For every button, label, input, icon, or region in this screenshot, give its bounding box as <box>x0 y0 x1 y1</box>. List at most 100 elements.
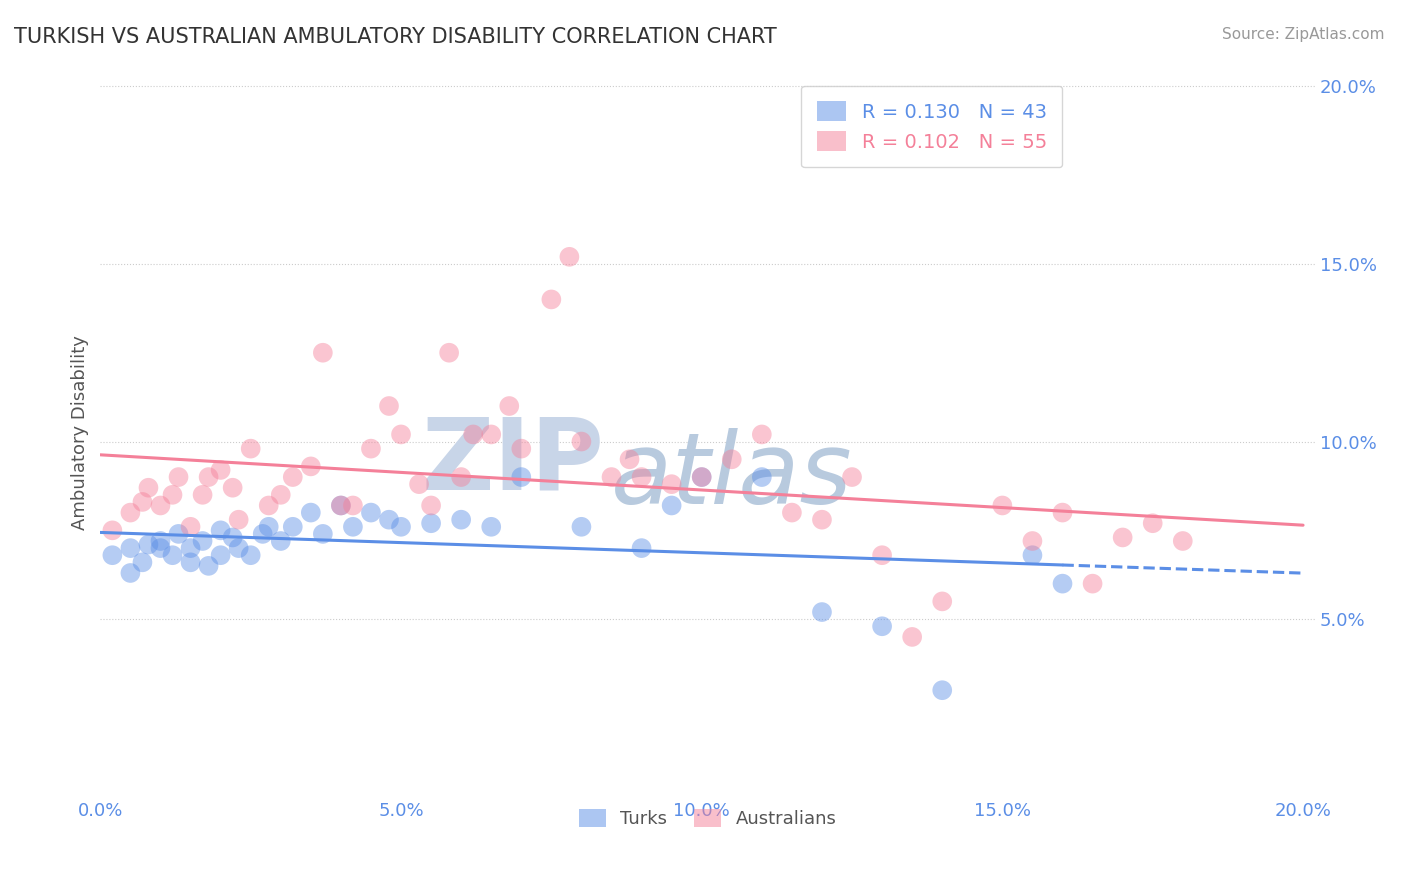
Point <box>270 488 292 502</box>
Text: Source: ZipAtlas.com: Source: ZipAtlas.com <box>1222 27 1385 42</box>
Point <box>389 427 412 442</box>
Point <box>450 513 472 527</box>
Point <box>751 427 773 442</box>
Point <box>120 506 142 520</box>
Point <box>149 541 172 555</box>
Point <box>162 488 184 502</box>
Point <box>630 541 652 555</box>
Point <box>841 470 863 484</box>
Point <box>257 520 280 534</box>
Point <box>197 470 219 484</box>
Point <box>991 499 1014 513</box>
Point <box>138 481 160 495</box>
Point <box>1052 506 1074 520</box>
Point <box>239 442 262 456</box>
Point <box>378 399 401 413</box>
Point <box>228 513 250 527</box>
Point <box>450 470 472 484</box>
Point <box>312 345 335 359</box>
Point <box>408 477 430 491</box>
Point <box>221 531 243 545</box>
Point <box>437 345 460 359</box>
Point <box>228 541 250 555</box>
Point <box>162 548 184 562</box>
Point <box>751 470 773 484</box>
Text: TURKISH VS AUSTRALIAN AMBULATORY DISABILITY CORRELATION CHART: TURKISH VS AUSTRALIAN AMBULATORY DISABIL… <box>14 27 776 46</box>
Point <box>209 524 232 538</box>
Point <box>1142 516 1164 531</box>
Point <box>600 470 623 484</box>
Point <box>498 399 520 413</box>
Point <box>209 463 232 477</box>
Point <box>312 527 335 541</box>
Point <box>661 477 683 491</box>
Point <box>281 520 304 534</box>
Point <box>1021 534 1043 549</box>
Text: ZIP: ZIP <box>422 413 605 510</box>
Point <box>1052 576 1074 591</box>
Point <box>360 506 382 520</box>
Text: atlas: atlas <box>610 428 852 524</box>
Point <box>252 527 274 541</box>
Y-axis label: Ambulatory Disability: Ambulatory Disability <box>72 335 89 530</box>
Point <box>479 427 502 442</box>
Point <box>149 534 172 549</box>
Point <box>342 520 364 534</box>
Point <box>299 506 322 520</box>
Point <box>191 488 214 502</box>
Point <box>558 250 581 264</box>
Point <box>661 499 683 513</box>
Point <box>138 537 160 551</box>
Point <box>811 513 834 527</box>
Point <box>1081 576 1104 591</box>
Point <box>180 555 202 569</box>
Point <box>870 548 893 562</box>
Point <box>571 520 593 534</box>
Point <box>540 293 562 307</box>
Point <box>149 499 172 513</box>
Point <box>630 470 652 484</box>
Point <box>1021 548 1043 562</box>
Point <box>209 548 232 562</box>
Point <box>811 605 834 619</box>
Point <box>180 541 202 555</box>
Point <box>690 470 713 484</box>
Point <box>690 470 713 484</box>
Point <box>120 541 142 555</box>
Point <box>270 534 292 549</box>
Point <box>870 619 893 633</box>
Point <box>360 442 382 456</box>
Point <box>420 516 443 531</box>
Point <box>619 452 641 467</box>
Point <box>191 534 214 549</box>
Point <box>167 527 190 541</box>
Point <box>1111 531 1133 545</box>
Legend: Turks, Australians: Turks, Australians <box>571 801 844 835</box>
Point <box>463 427 485 442</box>
Point <box>420 499 443 513</box>
Point <box>257 499 280 513</box>
Point <box>197 558 219 573</box>
Point <box>299 459 322 474</box>
Point <box>221 481 243 495</box>
Point <box>180 520 202 534</box>
Point <box>329 499 352 513</box>
Point <box>131 495 153 509</box>
Point <box>389 520 412 534</box>
Point <box>510 442 533 456</box>
Point <box>131 555 153 569</box>
Point <box>1171 534 1194 549</box>
Point <box>101 548 124 562</box>
Point <box>281 470 304 484</box>
Point <box>510 470 533 484</box>
Point <box>378 513 401 527</box>
Point <box>901 630 924 644</box>
Point <box>167 470 190 484</box>
Point <box>101 524 124 538</box>
Point <box>120 566 142 580</box>
Point <box>931 683 953 698</box>
Point <box>780 506 803 520</box>
Point <box>342 499 364 513</box>
Point <box>329 499 352 513</box>
Point <box>239 548 262 562</box>
